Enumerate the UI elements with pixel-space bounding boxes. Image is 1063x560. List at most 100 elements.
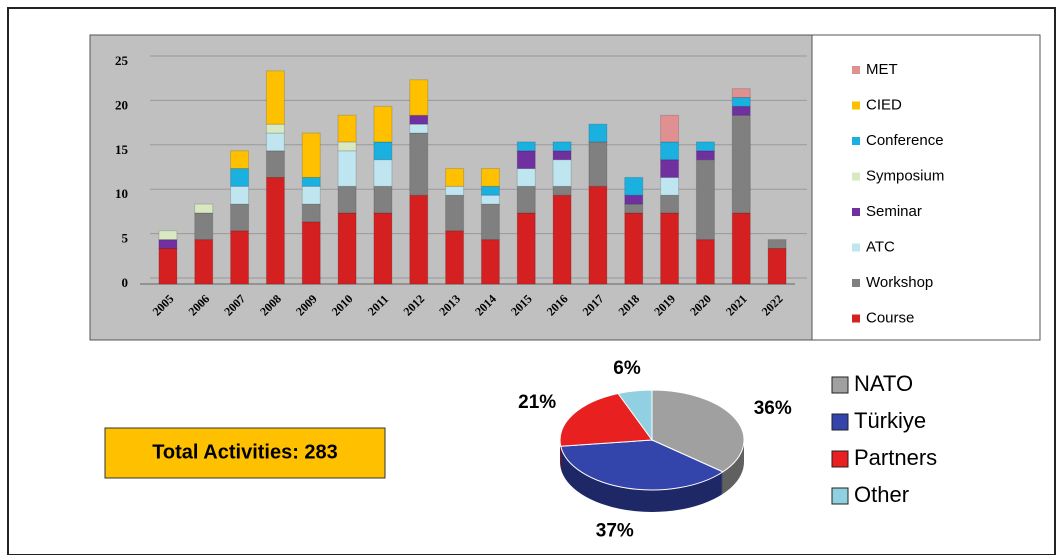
bar-segment [409,123,429,134]
bar-segment [445,168,465,187]
bar-segment [445,185,465,196]
bar-segment [516,212,536,285]
bar-segment [695,141,715,152]
bar-segment [624,194,644,205]
bar-segment [624,203,644,214]
legend-swatch [831,487,849,505]
legend-swatch [852,137,860,145]
bar-segment [373,141,393,161]
legend-label: Partners [854,445,937,470]
bar-segment [230,150,250,170]
bar-segment [337,212,357,285]
pie-label: 37% [596,521,634,542]
bar-segment [445,194,465,232]
y-tick-label: 25 [115,53,129,68]
bar-segment [373,212,393,285]
bar-segment [230,168,250,187]
bar-segment [480,185,500,196]
legend-label: Türkiye [854,408,926,433]
bar-segment [480,194,500,205]
bar-segment [265,132,285,152]
legend-swatch [831,450,849,468]
bar-segment [265,123,285,134]
bar-segment [301,221,321,285]
legend-swatch [852,314,860,323]
total-label: Total Activities: 283 [152,441,338,463]
bar-segment [731,88,751,99]
bar-segment [265,150,285,178]
bar-segment [409,79,429,116]
legend-swatch [831,413,849,431]
bar-segment [337,185,357,214]
bar-segment [445,230,465,285]
bar-segment [409,114,429,125]
legend-label: MET [866,61,898,78]
bar-segment [552,159,572,187]
legend-label: Seminar [866,203,922,220]
legend-label: CIED [866,96,902,113]
bar-segment [695,239,715,285]
pie-slice [560,439,724,491]
legend-label: Course [866,309,914,326]
bar-segment [660,141,680,161]
bar-segment [731,105,751,116]
pie-slice [617,389,653,442]
bar-segment [516,150,536,170]
bar-segment [230,185,250,205]
bar-segment [660,176,680,196]
legend-swatch [852,101,860,110]
bar-segment [158,239,178,249]
total-box [104,427,386,479]
legend-box [811,34,1041,341]
legend-swatch [852,172,860,181]
legend-label: NATO [854,371,913,396]
bar-segment [767,239,787,249]
legend-label: Other [854,482,909,507]
bar-segment [588,123,608,143]
legend-label: Symposium [866,167,944,184]
bar-segment [373,159,393,187]
legend-label: Conference [866,132,944,149]
pie-label: 6% [613,358,641,379]
bar-segment [301,203,321,223]
bar-segment [552,141,572,152]
bar-segment [301,185,321,205]
bar-segment [552,150,572,161]
bar-segment [480,203,500,241]
bar-segment [480,168,500,187]
bar-segment [624,176,644,196]
pie-slice [559,392,653,447]
bar-segment [552,194,572,285]
legend-swatch [852,243,860,252]
y-tick-label: 0 [122,275,129,290]
bar-segment [230,230,250,285]
bar-segment [409,132,429,196]
bar-segment [588,185,608,285]
y-tick-label: 15 [115,142,129,157]
bar-segment [516,185,536,214]
bar-segment [337,150,357,187]
y-tick-label: 10 [115,186,128,201]
bar-segment [337,114,357,143]
bar-segment [660,194,680,214]
pie-label: 21% [518,392,556,413]
bar-segment [480,239,500,285]
legend-label: ATC [866,238,895,255]
bar-segment [660,212,680,285]
bar-segment [660,114,680,143]
bar-segment [731,114,751,214]
bar-segment [158,247,178,285]
bar-segment [265,70,285,125]
bar-segment [767,247,787,285]
legend-label: Workshop [866,274,933,291]
legend-swatch [852,66,860,74]
y-tick-label: 20 [115,97,128,112]
bar-segment [624,212,644,285]
bar-segment [301,132,321,178]
bar-segment [373,185,393,214]
bar-segment [194,239,214,285]
bar-segment [158,230,178,241]
bar-segment [373,105,393,143]
